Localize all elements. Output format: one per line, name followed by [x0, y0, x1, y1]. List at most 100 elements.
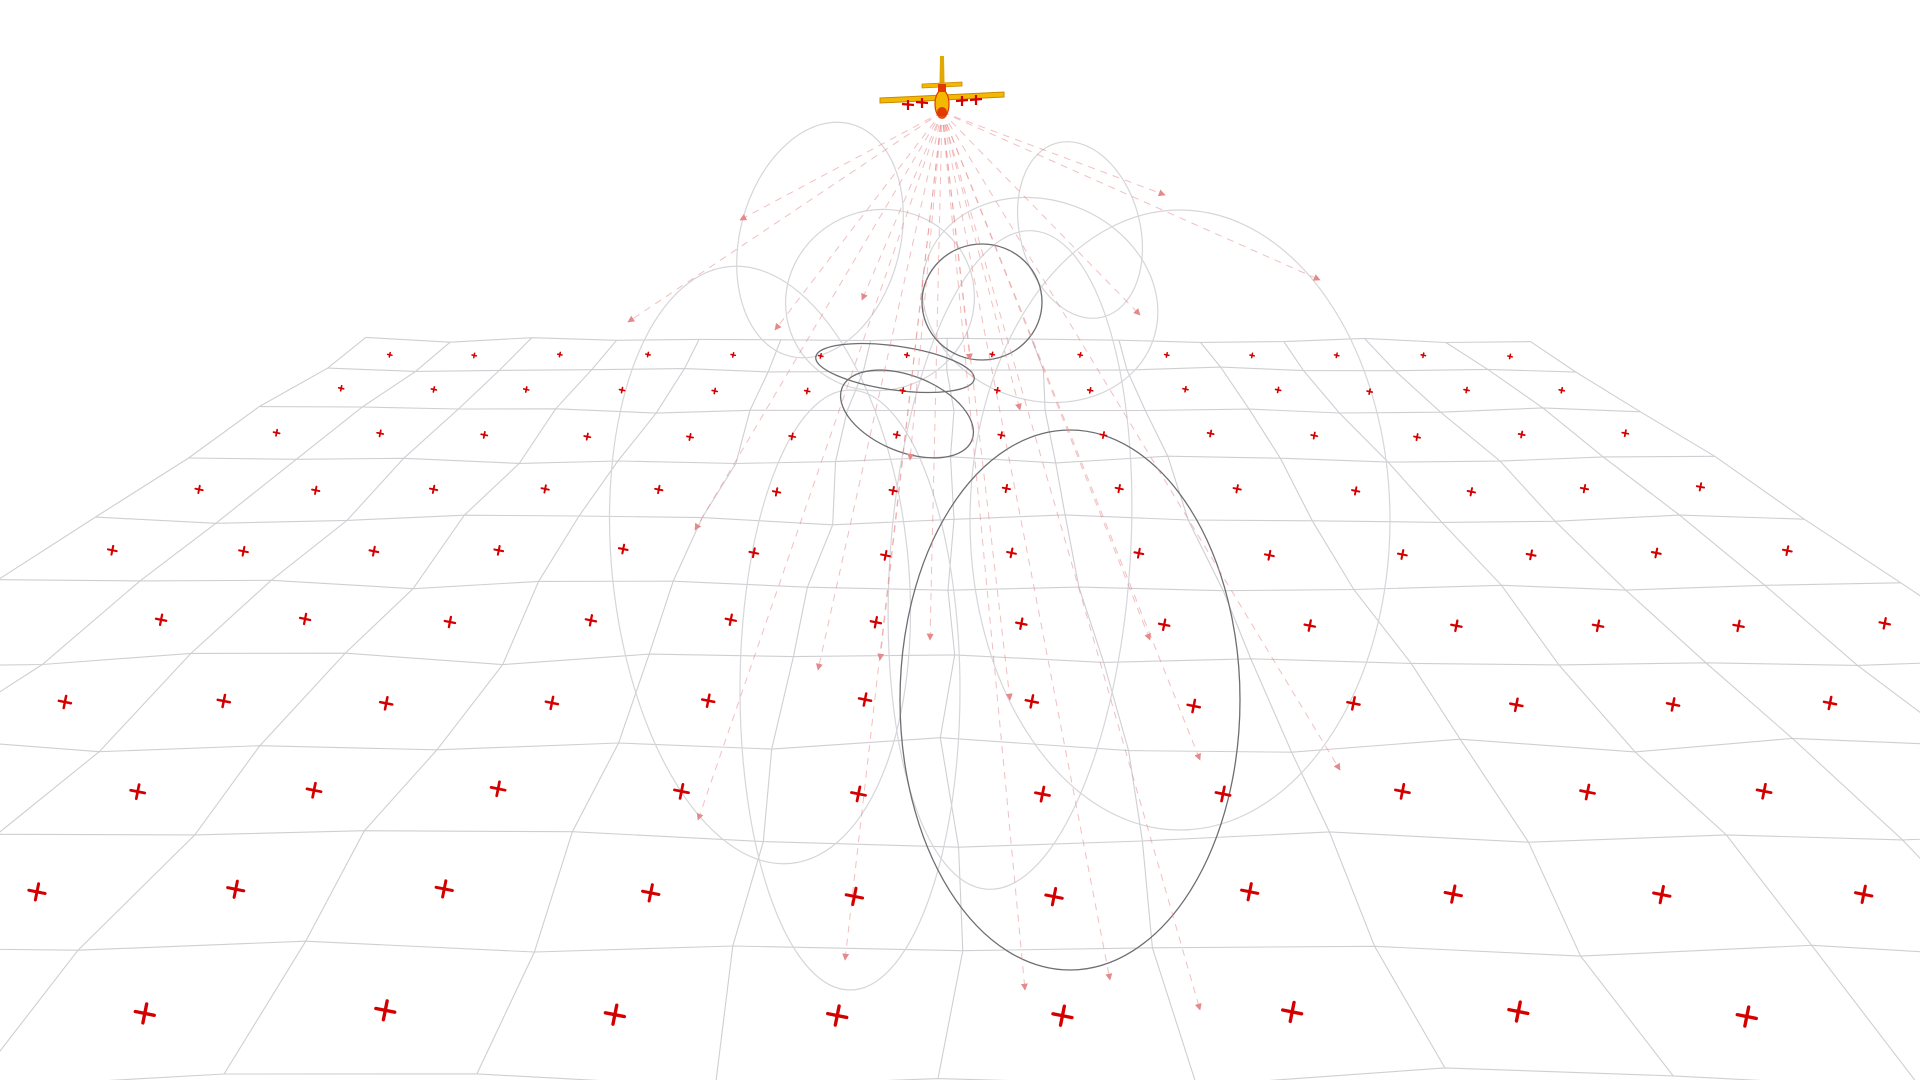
target-marker — [1591, 619, 1605, 633]
aircraft-icon — [879, 56, 1005, 119]
target-marker — [1232, 484, 1242, 494]
active-coverage-ellipse — [815, 342, 975, 394]
target-marker — [1163, 352, 1170, 358]
projection-ray — [696, 111, 943, 821]
active-coverage-ellipse — [839, 369, 975, 459]
target-marker — [1351, 486, 1361, 496]
target-marker — [272, 428, 281, 437]
target-marker — [583, 432, 592, 441]
target-marker — [480, 430, 489, 439]
projection-ray — [941, 111, 973, 361]
grid-column-line — [937, 338, 964, 1079]
target-marker — [1114, 483, 1124, 494]
grid-row-line — [0, 579, 1901, 592]
grid-row-line — [365, 336, 1531, 344]
target-marker — [1006, 547, 1017, 559]
target-marker — [803, 387, 811, 395]
target-marker — [1463, 386, 1470, 394]
ground-targets — [27, 351, 1892, 1028]
target-marker — [1034, 785, 1051, 803]
target-marker — [386, 351, 393, 358]
grid-column-line — [1283, 341, 1916, 1080]
target-marker — [997, 431, 1006, 440]
projection-ray — [941, 111, 1141, 316]
grid-column-line — [0, 337, 533, 833]
target-marker — [603, 1003, 627, 1026]
grid-column-line — [0, 341, 451, 693]
target-marker — [522, 386, 530, 393]
target-marker — [903, 352, 910, 359]
target-marker — [311, 485, 321, 495]
target-marker — [1652, 884, 1672, 905]
target-marker — [1133, 547, 1145, 559]
target-marker — [1333, 352, 1340, 359]
target-marker — [730, 351, 737, 358]
target-marker — [1186, 698, 1202, 714]
target-marker — [368, 545, 380, 557]
target-marker — [641, 883, 661, 903]
target-marker — [154, 613, 168, 627]
grid-column-line — [1118, 340, 1446, 1069]
coverage-ellipse — [739, 389, 961, 991]
target-marker — [584, 614, 598, 627]
target-marker — [1051, 1004, 1074, 1027]
target-marker — [1249, 352, 1256, 359]
coverage-ellipse — [969, 209, 1391, 831]
target-marker — [1732, 619, 1745, 633]
projection-ray — [941, 111, 1151, 641]
target-marker — [540, 484, 550, 494]
target-marker — [869, 615, 883, 629]
target-marker — [1346, 696, 1361, 711]
target-marker — [471, 352, 478, 359]
coverage-ellipse — [736, 121, 904, 359]
target-marker — [1263, 549, 1275, 561]
target-marker — [654, 484, 664, 495]
target-marker — [1621, 429, 1630, 438]
target-marker — [850, 785, 867, 803]
target-marker — [1077, 351, 1084, 358]
target-marker — [1303, 619, 1317, 632]
target-marker — [1001, 483, 1011, 494]
grid-row-line — [259, 406, 1641, 414]
target-marker — [1366, 388, 1374, 395]
target-marker — [1214, 785, 1232, 803]
projection-ray — [907, 111, 943, 461]
target-marker — [711, 387, 719, 395]
projection-ray — [774, 111, 943, 331]
target-marker — [493, 544, 505, 556]
target-marker — [1650, 547, 1662, 559]
target-marker — [724, 613, 738, 627]
grid-column-line — [476, 339, 782, 1075]
target-marker — [989, 351, 996, 358]
target-marker — [556, 351, 563, 358]
target-marker — [1280, 1000, 1304, 1024]
target-marker — [305, 781, 323, 799]
target-marker — [1443, 884, 1463, 904]
grid-column-line — [1364, 338, 1920, 860]
target-marker — [1450, 619, 1463, 633]
target-marker — [892, 430, 901, 439]
target-marker — [700, 693, 716, 708]
target-marker — [888, 485, 898, 496]
grid-row-line — [0, 830, 1920, 848]
target-marker — [1240, 882, 1260, 902]
projection-ray — [842, 111, 943, 961]
target-marker — [645, 351, 651, 358]
target-marker — [376, 429, 385, 438]
target-marker — [1044, 886, 1064, 907]
target-marker — [1517, 430, 1526, 439]
grid-column-line — [0, 339, 618, 1052]
target-marker — [238, 545, 249, 557]
target-marker — [27, 882, 47, 902]
target-marker — [1878, 617, 1892, 630]
target-marker — [226, 879, 246, 899]
target-marker — [899, 387, 907, 395]
target-marker — [1413, 433, 1422, 442]
coverage-ellipses — [608, 121, 1391, 991]
grid-column-line — [1530, 341, 1920, 597]
active-coverage-ellipse — [921, 243, 1043, 361]
target-marker — [844, 886, 865, 907]
target-marker — [1394, 782, 1411, 800]
target-marker — [826, 1004, 849, 1027]
